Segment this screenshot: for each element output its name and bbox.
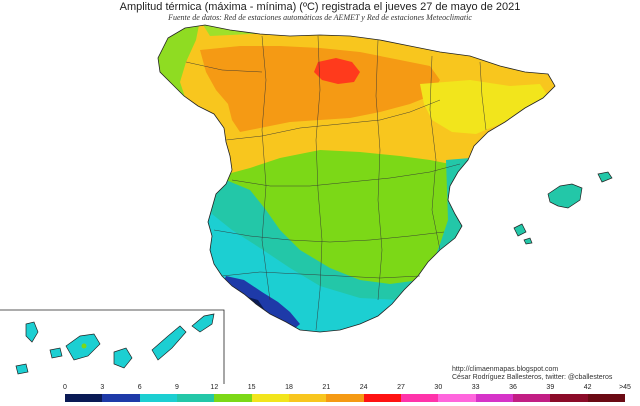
legend-tick-label: 36	[509, 384, 517, 391]
legend-swatch	[512, 394, 551, 402]
legend-swatch	[400, 394, 439, 402]
legend-tick-label: >45	[619, 384, 631, 391]
legend-swatch	[550, 394, 588, 402]
mallorca	[547, 183, 583, 209]
credit-author: César Rodríguez Ballesteros, twitter: @c…	[452, 374, 613, 381]
map-title: Amplitud térmica (máxima - mínima) (ºC) …	[119, 1, 521, 13]
legend-tick-label: 6	[137, 384, 142, 391]
legend-tick-label: 3	[100, 384, 105, 391]
la-gomera	[49, 347, 63, 359]
band-galicia-green	[158, 25, 200, 120]
legend-tick-label: 12	[210, 384, 219, 391]
legend-swatch	[214, 394, 252, 402]
band-hotspot-red	[314, 58, 360, 84]
legend-swatch	[363, 394, 401, 402]
province-borders	[185, 35, 487, 331]
legend-swatch	[587, 394, 625, 402]
peninsula-outline	[157, 24, 556, 333]
legend-swatch	[176, 394, 215, 402]
iberian-peninsula	[157, 24, 556, 333]
legend-tick-label: 21	[322, 384, 331, 391]
legend-tick-label: 39	[546, 384, 555, 391]
credit-url: http://climaenmapas.blogspot.com	[452, 366, 559, 373]
inset-frame	[0, 309, 225, 384]
legend-tick-label: 30	[434, 384, 443, 391]
legend-swatch	[288, 394, 327, 402]
data-source: Fuente de datos: Red de estaciones autom…	[168, 13, 472, 22]
legend-tick-label: 27	[397, 384, 405, 391]
legend-tick-label: 24	[359, 384, 368, 391]
gran-canaria	[113, 347, 133, 369]
fuerteventura	[151, 325, 187, 361]
legend-tick-label: 42	[583, 384, 592, 391]
legend-tick-label: 15	[247, 384, 256, 391]
legend-swatch	[139, 394, 177, 402]
legend-swatch	[326, 394, 364, 402]
legend-tick-label: 0	[63, 384, 67, 391]
legend-swatch	[251, 394, 289, 402]
menorca	[597, 171, 613, 183]
legend-swatch	[438, 394, 476, 402]
formentera	[523, 237, 533, 245]
ibiza	[513, 223, 527, 237]
legend-swatch	[65, 394, 103, 402]
legend-tick-label: 9	[175, 384, 179, 391]
legend-tick-label: 33	[471, 384, 480, 391]
color-legend: 0 3 6 9 12 15 18 21 24 27 30 33 36 39 42 >45	[0, 384, 640, 406]
balearic-islands	[513, 171, 613, 245]
lanzarote	[191, 313, 215, 333]
legend-swatch	[475, 394, 513, 402]
teide-hotspot	[81, 343, 87, 349]
band-southwest-teal	[200, 180, 430, 300]
legend-tick-label: 18	[285, 384, 293, 391]
la-palma	[25, 321, 39, 343]
band-ebro-yellow	[420, 80, 548, 134]
canary-islands-inset	[0, 309, 225, 384]
legend-swatch	[102, 394, 140, 402]
legend-colorbar	[65, 394, 625, 402]
el-hierro	[15, 363, 29, 375]
